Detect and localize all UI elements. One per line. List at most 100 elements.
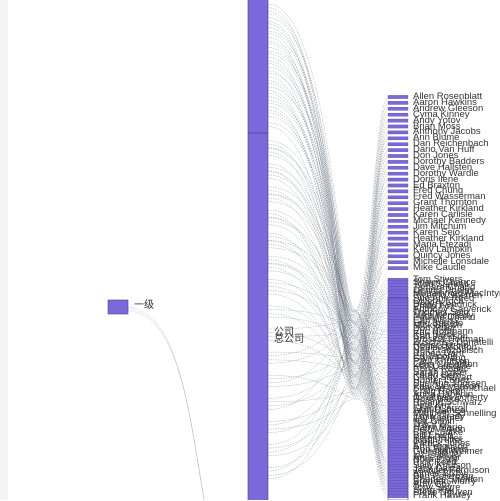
sankey-link xyxy=(267,96,389,379)
person-label: Jack Garza xyxy=(413,462,462,474)
person-label: David Kendrick xyxy=(413,298,477,310)
person-label: Ricardo Sperren xyxy=(413,290,483,302)
person-node xyxy=(387,260,409,264)
person-label: Charles Sheldon xyxy=(413,473,484,485)
person-label: Eric Barreto xyxy=(413,317,464,329)
sankey-link xyxy=(267,282,389,374)
person-label: Heather Kirkland xyxy=(413,203,484,215)
person-node xyxy=(387,148,409,152)
person-label: Bill Eplett xyxy=(413,429,453,441)
sankey-link xyxy=(267,7,389,368)
person-label: Tracy Zic xyxy=(413,418,452,430)
sankey-nodes xyxy=(107,0,409,500)
sankey-link xyxy=(267,140,389,448)
sankey-link xyxy=(267,43,389,377)
person-node xyxy=(387,266,409,270)
sankey-link xyxy=(267,307,389,449)
person-node xyxy=(387,142,409,146)
person-label: Ben Peterman xyxy=(413,470,474,482)
sankey-link xyxy=(267,138,389,312)
sankey-link xyxy=(267,290,389,403)
person-node xyxy=(387,112,409,117)
sankey-link xyxy=(267,240,389,483)
person-label: Ann Blume xyxy=(413,132,460,144)
sankey-link xyxy=(267,40,389,437)
sankey-link xyxy=(267,244,389,366)
sankey-link xyxy=(267,86,389,371)
sankey-link xyxy=(267,259,389,384)
sankey-link xyxy=(267,33,389,338)
person-label: Kelly Lampkin xyxy=(413,244,473,256)
person-label: Dennis Phelps xyxy=(413,284,475,296)
person-label: Anna Haberlin xyxy=(413,388,474,400)
person-label: Andy Yotov xyxy=(413,114,461,126)
sankey-link xyxy=(267,120,389,363)
sankey-link xyxy=(267,70,389,461)
sankey-link xyxy=(267,320,389,409)
person-node xyxy=(387,154,409,158)
person-label: Giulietta Weimer xyxy=(413,446,484,458)
sankey-link xyxy=(267,279,389,497)
sankey-link xyxy=(267,194,389,467)
person-label: Sung Pak xyxy=(413,484,455,496)
node-top-bar xyxy=(247,0,269,134)
person-label: Dan Reichenbach xyxy=(413,138,489,150)
sankey-link xyxy=(267,298,389,426)
person-label: Ruben Dartt xyxy=(413,347,465,359)
sankey-link xyxy=(267,267,389,364)
person-label: Sue Ann Reed xyxy=(413,293,475,305)
sankey-link xyxy=(267,359,389,417)
person-node xyxy=(387,213,409,217)
person-node xyxy=(387,236,409,241)
person-label: Cindy Stewart xyxy=(413,372,473,384)
sankey-link xyxy=(267,53,389,326)
sankey-link xyxy=(267,301,389,433)
person-node xyxy=(387,207,409,211)
person-label: Mike Kennedy xyxy=(413,309,474,321)
sankey-link xyxy=(267,209,389,472)
sankey-link xyxy=(267,250,389,379)
person-node xyxy=(387,166,409,170)
sankey-link xyxy=(267,309,389,456)
sankey-links xyxy=(127,3,389,500)
person-label: Sarah Foster xyxy=(413,366,468,378)
person-label: Nat Gilpin xyxy=(413,416,455,428)
person-label: Doris Ilene xyxy=(413,173,459,185)
person-node xyxy=(387,195,409,200)
sankey-link xyxy=(267,122,389,329)
person-label: Sue Ann Thorsen xyxy=(413,377,487,389)
person-label: Quincy Jones xyxy=(413,250,471,262)
person-label: Thomas Seio xyxy=(413,306,469,318)
person-node xyxy=(387,171,409,176)
sankey-link xyxy=(267,126,389,404)
person-label: Carl Weiss xyxy=(413,315,459,326)
person-label: Jennifer Ferguson xyxy=(413,465,490,477)
person-label: Anthony Garverick xyxy=(413,304,492,316)
person-label: Ross Baird xyxy=(413,394,460,406)
person-label: Don Miller xyxy=(413,323,456,335)
person-label: Alan Barnes xyxy=(413,405,465,417)
person-label: Steve Nguyen xyxy=(413,487,473,499)
person-label: Paul Knutson xyxy=(413,356,470,368)
person-label: Tom Stivers xyxy=(413,274,463,285)
person-label: Karen Carlisle xyxy=(413,209,473,220)
sankey-link xyxy=(267,236,389,357)
person-label: Jay Kimmel xyxy=(413,413,463,425)
person-label: Andrew Gleeson xyxy=(413,102,484,114)
sankey-link xyxy=(267,116,389,396)
person-node xyxy=(387,177,409,182)
sankey-link xyxy=(267,143,389,325)
person-label: Michelle Lonsdale xyxy=(413,256,490,268)
person-label: Ken Black xyxy=(413,328,456,340)
person-label: Muhammed MacIntyre xyxy=(413,287,500,299)
person-node xyxy=(387,254,409,259)
sankey-link xyxy=(127,306,205,500)
sankey-link xyxy=(127,308,205,500)
sankey-link xyxy=(267,232,389,340)
sankey-link xyxy=(267,267,389,397)
person-label: Grant Carroll xyxy=(413,402,468,414)
person-label: Patrick Jones xyxy=(413,438,471,450)
person-label: Philip Fox xyxy=(413,301,455,313)
person-label: Allen Rosenblatt xyxy=(413,91,483,102)
person-node xyxy=(387,219,409,223)
